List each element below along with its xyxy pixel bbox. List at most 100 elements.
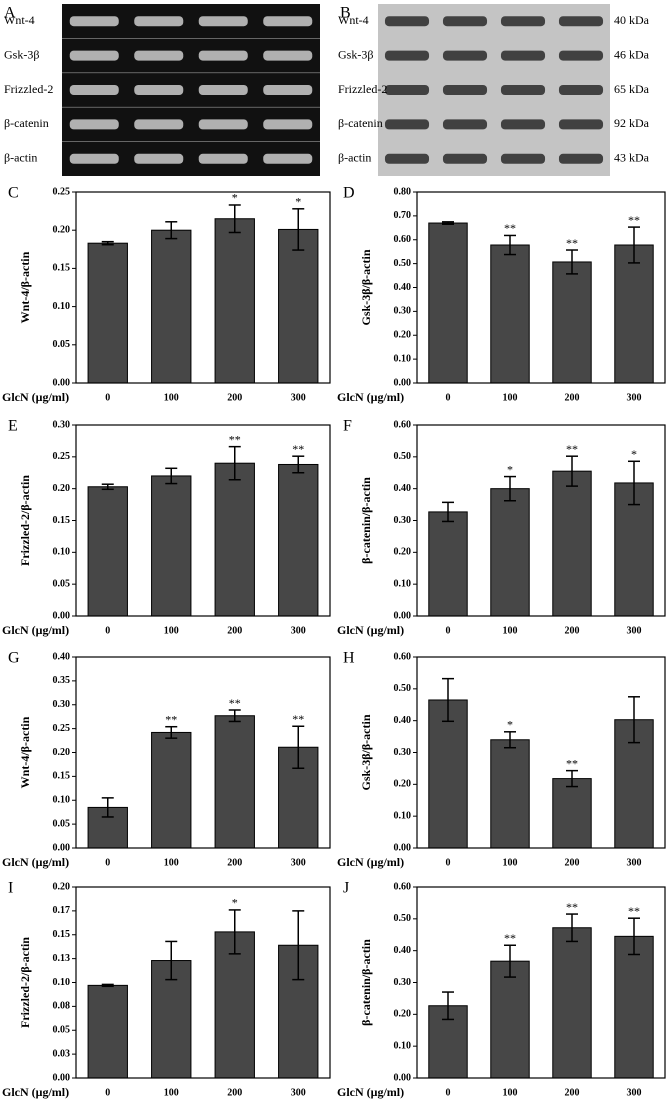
bar	[214, 715, 255, 849]
bar	[151, 229, 192, 384]
plot-frame	[416, 424, 666, 617]
y-axis-label: Wnt-4/β-actin	[18, 716, 32, 788]
y-tick-label: 0.20	[394, 1009, 412, 1020]
bar	[278, 463, 319, 617]
x-axis-label: GlcN (μg/ml)	[337, 1085, 404, 1099]
y-tick-label: 0.20	[53, 747, 71, 758]
bar	[490, 244, 530, 384]
error-bar	[442, 501, 454, 523]
bar	[552, 470, 592, 617]
error-bar	[442, 677, 454, 723]
bar	[552, 778, 592, 849]
significance-label: *	[631, 447, 637, 461]
band	[384, 16, 430, 27]
error-bar	[101, 483, 114, 491]
band	[558, 16, 604, 27]
error-bar	[292, 455, 305, 474]
x-tick-label: 200	[227, 625, 242, 636]
bar	[214, 462, 255, 617]
significance-label: *	[232, 191, 238, 205]
error-bar	[101, 797, 114, 818]
x-tick-label: 100	[164, 392, 179, 403]
band	[198, 153, 248, 164]
y-tick-label: 0.80	[394, 186, 412, 197]
x-axis-label: GlcN (μg/ml)	[337, 623, 404, 637]
blot-label: β-actin	[4, 151, 37, 165]
x-tick-label: 300	[291, 1087, 306, 1098]
y-tick-label: 0.10	[394, 1040, 412, 1051]
x-tick-label: 0	[446, 625, 451, 636]
y-tick-label: 0.60	[394, 234, 412, 245]
y-tick-label: 0.40	[53, 651, 71, 662]
panel-letter: E	[8, 418, 18, 435]
panel-letter: F	[343, 418, 352, 435]
band	[500, 153, 546, 164]
band	[442, 50, 488, 61]
band	[134, 119, 184, 130]
band	[384, 153, 430, 164]
error-bar	[101, 240, 114, 246]
band	[198, 50, 248, 61]
blot-label: β-catenin	[338, 116, 383, 130]
x-axis-label: GlcN (μg/ml)	[2, 855, 69, 869]
plot-frame	[416, 886, 666, 1079]
band	[134, 85, 184, 95]
band	[500, 16, 546, 27]
band	[69, 16, 119, 27]
band	[558, 50, 604, 61]
y-axis-label: β-catenin/β-actin	[359, 477, 373, 564]
error-bar	[442, 991, 454, 1021]
x-tick-label: 300	[627, 625, 642, 636]
panel-letter: H	[343, 650, 355, 667]
bar	[490, 739, 530, 849]
error-bar	[165, 940, 178, 981]
y-tick-label: 0.17	[53, 905, 71, 916]
x-tick-label: 100	[503, 392, 518, 403]
x-tick-label: 300	[627, 392, 642, 403]
panel-letter: G	[8, 650, 20, 667]
y-axis-label: β-catenin/β-actin	[359, 939, 373, 1026]
x-tick-label: 0	[105, 625, 110, 636]
error-bar	[292, 910, 305, 981]
y-tick-label: 0.00	[394, 842, 412, 853]
blot-label: Gsk-3β	[4, 47, 39, 61]
bar	[151, 475, 192, 617]
y-tick-label: 0.70	[394, 210, 412, 221]
blot-label: β-actin	[338, 151, 371, 165]
y-tick-label: 0.30	[53, 699, 71, 710]
bar	[428, 511, 468, 617]
y-tick-label: 0.15	[53, 515, 71, 526]
y-tick-label: 0.20	[53, 881, 71, 892]
plot-frame	[75, 886, 331, 1079]
x-tick-label: 0	[446, 857, 451, 868]
y-tick-label: 0.35	[53, 675, 71, 686]
error-bar	[292, 208, 305, 251]
x-tick-label: 300	[627, 1087, 642, 1098]
y-tick-label: 0.20	[394, 779, 412, 790]
bar	[552, 261, 592, 384]
y-tick-label: 0.40	[394, 483, 412, 494]
significance-label: **	[566, 442, 578, 456]
significance-label: **	[504, 931, 516, 945]
band	[442, 153, 488, 164]
error-bar	[442, 221, 454, 225]
y-axis-label: Frizzled-2/β-actin	[18, 475, 32, 566]
error-bar	[504, 731, 516, 749]
y-tick-label: 0.25	[53, 186, 71, 197]
band	[69, 50, 119, 61]
band	[384, 50, 430, 61]
band	[442, 16, 488, 27]
x-tick-label: 0	[105, 1087, 110, 1098]
blot-label: Wnt-4	[4, 13, 35, 27]
x-tick-label: 300	[291, 625, 306, 636]
x-axis-label: GlcN (μg/ml)	[337, 855, 404, 869]
error-bar	[504, 234, 516, 256]
bar	[614, 935, 654, 1079]
size-label: 43 kDa	[614, 151, 650, 165]
y-tick-label: 0.00	[53, 1072, 71, 1083]
band	[69, 153, 119, 164]
y-tick-label: 0.10	[53, 795, 71, 806]
significance-label: *	[507, 462, 513, 476]
y-tick-label: 0.00	[53, 377, 71, 388]
y-tick-label: 0.15	[53, 929, 71, 940]
